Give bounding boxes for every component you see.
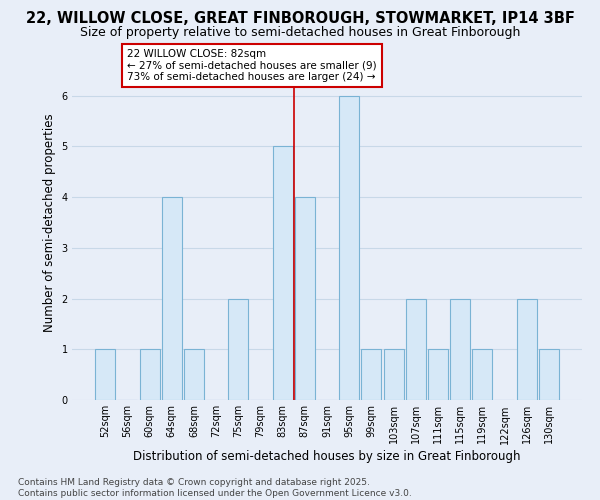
Bar bbox=[539, 350, 559, 400]
Bar bbox=[339, 96, 359, 400]
Bar bbox=[295, 197, 315, 400]
Bar bbox=[428, 350, 448, 400]
Bar bbox=[140, 350, 160, 400]
Text: 22, WILLOW CLOSE, GREAT FINBOROUGH, STOWMARKET, IP14 3BF: 22, WILLOW CLOSE, GREAT FINBOROUGH, STOW… bbox=[26, 11, 574, 26]
Bar bbox=[272, 146, 293, 400]
Y-axis label: Number of semi-detached properties: Number of semi-detached properties bbox=[43, 113, 56, 332]
Bar bbox=[162, 197, 182, 400]
Bar bbox=[184, 350, 204, 400]
X-axis label: Distribution of semi-detached houses by size in Great Finborough: Distribution of semi-detached houses by … bbox=[133, 450, 521, 464]
Bar bbox=[472, 350, 492, 400]
Bar bbox=[450, 298, 470, 400]
Bar bbox=[517, 298, 536, 400]
Bar bbox=[383, 350, 404, 400]
Text: 22 WILLOW CLOSE: 82sqm
← 27% of semi-detached houses are smaller (9)
73% of semi: 22 WILLOW CLOSE: 82sqm ← 27% of semi-det… bbox=[127, 49, 377, 82]
Text: Contains HM Land Registry data © Crown copyright and database right 2025.
Contai: Contains HM Land Registry data © Crown c… bbox=[18, 478, 412, 498]
Bar bbox=[361, 350, 382, 400]
Bar bbox=[228, 298, 248, 400]
Text: Size of property relative to semi-detached houses in Great Finborough: Size of property relative to semi-detach… bbox=[80, 26, 520, 39]
Bar bbox=[406, 298, 426, 400]
Bar bbox=[95, 350, 115, 400]
